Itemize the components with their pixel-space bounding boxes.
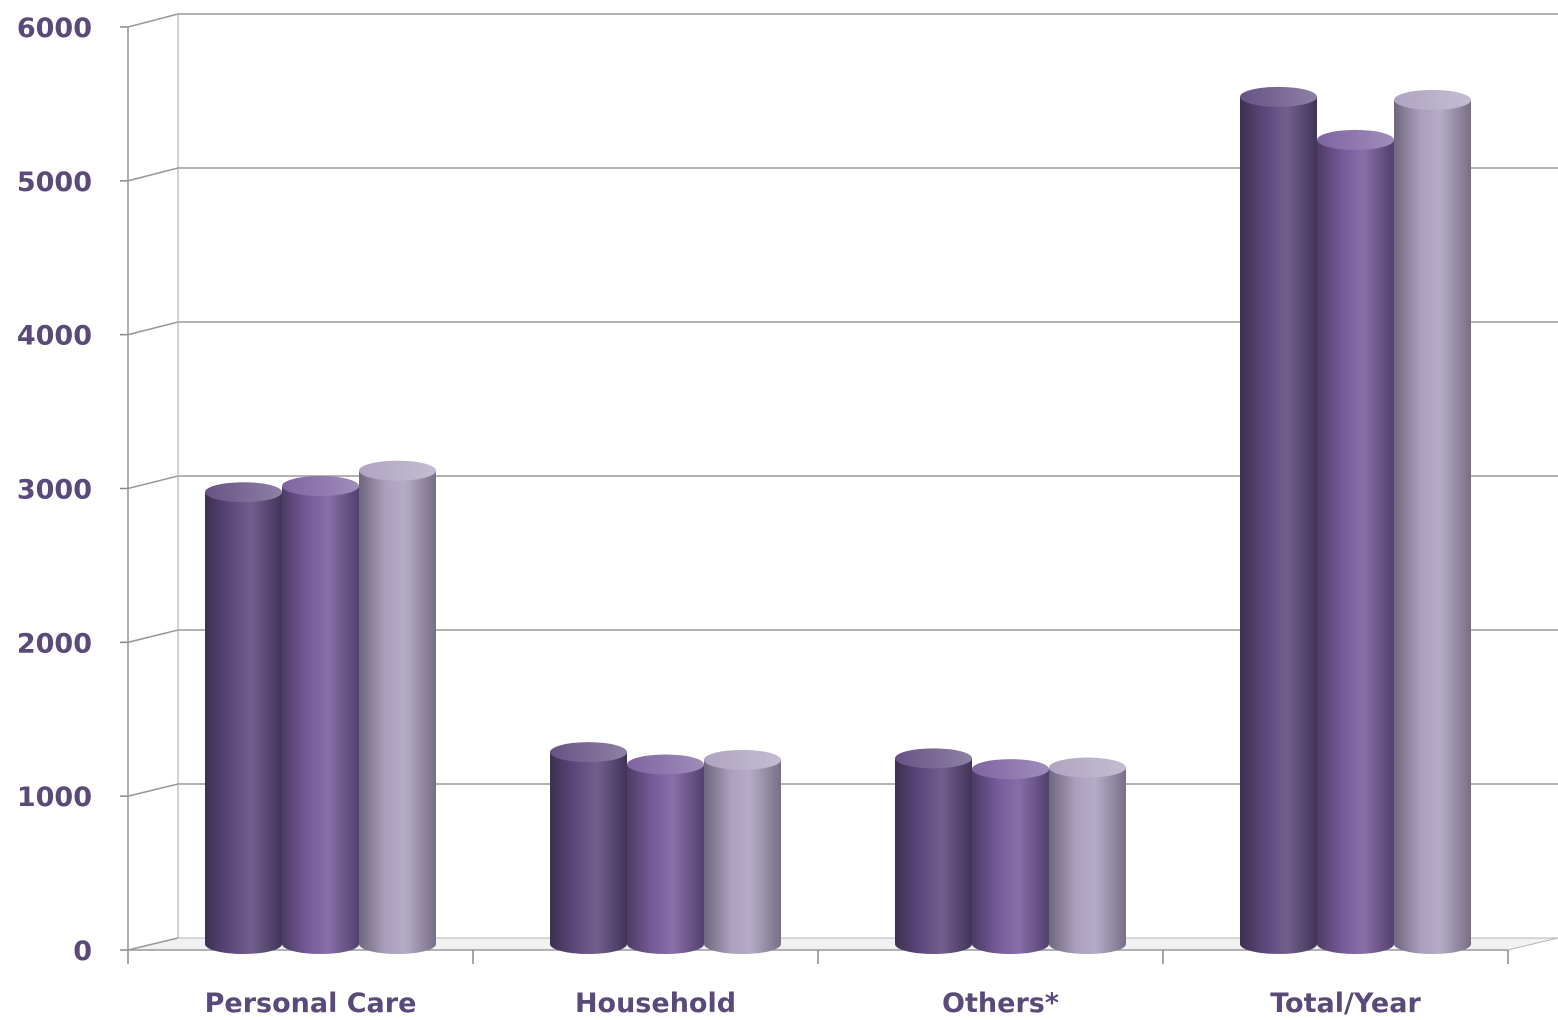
- y-tick-label-0: 0: [73, 936, 92, 967]
- bar-body: [1049, 767, 1126, 954]
- y-tick-label-1000: 1000: [17, 782, 92, 813]
- bar-cap: [1240, 86, 1317, 107]
- bar-cap: [1394, 89, 1471, 110]
- bar-total-year-series-3: [1394, 89, 1471, 954]
- bar-personal-care-series-3: [359, 460, 436, 954]
- bar-body: [627, 764, 704, 954]
- bar-others--series-1: [895, 748, 972, 954]
- bar-cap: [1317, 129, 1394, 150]
- bar-personal-care-series-1: [205, 482, 282, 954]
- bar-body: [895, 758, 972, 954]
- bar-personal-care-series-2: [282, 476, 359, 954]
- bar-body: [1394, 99, 1471, 954]
- x-category-label-2: Others*: [942, 988, 1059, 1019]
- bars: [205, 86, 1471, 955]
- bar-household-series-2: [627, 754, 704, 954]
- bar-body: [704, 759, 781, 954]
- bar-household-series-1: [550, 742, 627, 954]
- bar-body: [282, 486, 359, 954]
- bar-body: [1240, 96, 1317, 955]
- bar-total-year-series-2: [1317, 129, 1394, 954]
- bar-cap: [972, 759, 1049, 780]
- bar-body: [972, 769, 1049, 954]
- bar-cap: [627, 754, 704, 775]
- bar-body: [359, 470, 436, 954]
- y-tick-label-4000: 4000: [17, 321, 92, 352]
- gridline-depth-1000: [127, 783, 179, 797]
- gridline-depth-4000: [127, 321, 179, 336]
- bar-cap: [895, 748, 972, 769]
- bar-cap: [1049, 757, 1126, 778]
- y-tick-label-5000: 5000: [17, 167, 92, 198]
- gridline-depth-0: [127, 937, 179, 951]
- bar-cap: [359, 460, 436, 481]
- bar-body: [205, 492, 282, 954]
- bar-household-series-3: [704, 749, 781, 954]
- bar-others--series-3: [1049, 757, 1126, 954]
- y-tick-label-2000: 2000: [17, 628, 92, 659]
- x-category-label-0: Personal Care: [205, 988, 417, 1019]
- bar-cap: [704, 749, 781, 770]
- bar-total-year-series-1: [1240, 86, 1317, 955]
- gridline-depth-5000: [127, 167, 179, 182]
- bar-cap: [205, 482, 282, 503]
- x-category-label-1: Household: [575, 988, 736, 1019]
- bar-cap: [282, 476, 359, 497]
- labels: 0 1000 2000 3000 4000 5000 6000 Personal Care Ho…: [17, 13, 1422, 1019]
- x-category-label-3: Total/Year: [1270, 988, 1421, 1019]
- gridline-depth-6000: [127, 13, 179, 28]
- bar-others--series-2: [972, 759, 1049, 954]
- gridline-depth-3000: [127, 475, 179, 490]
- bar-body: [1317, 139, 1394, 954]
- y-tick-label-6000: 6000: [17, 13, 92, 44]
- gridline-depth-2000: [127, 629, 179, 644]
- y-tick-label-3000: 3000: [17, 475, 92, 506]
- bar-cap: [550, 742, 627, 763]
- bar-body: [550, 752, 627, 954]
